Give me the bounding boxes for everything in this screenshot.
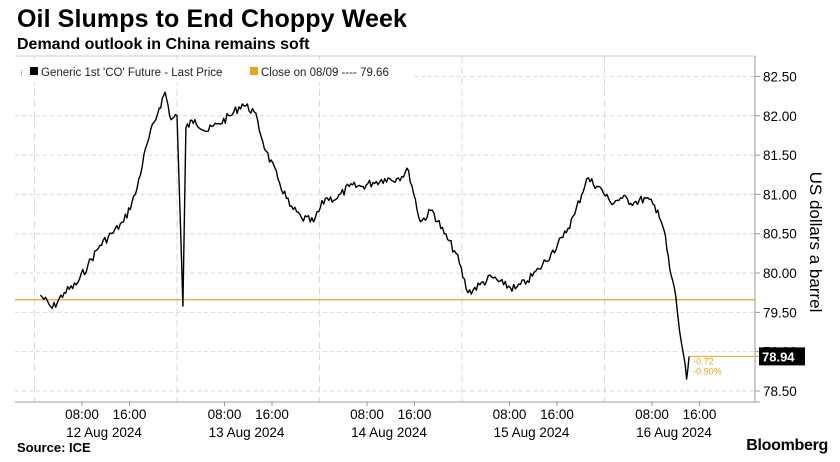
vertical-gridlines — [34, 56, 605, 402]
y-tick-label: 82.00 — [763, 109, 797, 124]
x-tick-label: 16:00 — [398, 407, 432, 422]
y-tick-label: 81.00 — [763, 187, 797, 202]
x-tick-label: 16:00 — [683, 407, 717, 422]
y-tick-label: 80.00 — [763, 266, 797, 281]
x-tick-label: 16:00 — [540, 407, 574, 422]
legend-swatch-close — [250, 67, 258, 75]
x-date-label: 12 Aug 2024 — [66, 425, 142, 440]
change-percent-label: -0.90% — [693, 366, 722, 376]
x-axis-ticks: 08:00 12 Aug 2024 16:00 08:00 13 Aug 2024 16:… — [65, 402, 716, 440]
legend-background — [15, 60, 415, 82]
x-tick-label: 08:00 — [65, 407, 99, 422]
y-tick-label: 81.50 — [763, 148, 797, 163]
brand-logo: Bloomberg — [746, 437, 828, 454]
legend-swatch-series — [30, 67, 38, 75]
change-absolute-label: -0.72 — [693, 356, 714, 366]
x-date-label: 15 Aug 2024 — [494, 425, 570, 440]
legend-label-close: Close on 08/09 ---- 79.66 — [261, 67, 389, 79]
legend-label-series: Generic 1st 'CO' Future - Last Price — [41, 67, 222, 79]
horizontal-gridlines — [15, 75, 755, 392]
y-axis-title: US dollars a barrel — [806, 172, 825, 313]
legend: ⁝ Generic 1st 'CO' Future - Last Price C… — [15, 60, 415, 82]
y-tick-label: 80.50 — [763, 227, 797, 242]
y-tick-label: 79.50 — [763, 305, 797, 320]
last-value-badge — [759, 347, 805, 366]
chart-title: Oil Slumps to End Choppy Week — [17, 5, 407, 33]
x-date-label: 14 Aug 2024 — [351, 425, 427, 440]
x-tick-label: 08:00 — [208, 407, 242, 422]
x-date-label: 16 Aug 2024 — [636, 425, 712, 440]
y-tick-label: 78.50 — [763, 384, 797, 399]
price-series-line — [39, 91, 690, 380]
x-tick-label: 16:00 — [255, 407, 289, 422]
source-note: Source: ICE — [17, 440, 91, 455]
y-tick-label: 82.50 — [763, 69, 797, 84]
x-date-label: 13 Aug 2024 — [209, 425, 285, 440]
last-value-label: 78.94 — [762, 349, 795, 364]
legend-handle-icon: ⁝ — [20, 68, 23, 78]
x-tick-label: 16:00 — [113, 407, 147, 422]
x-tick-label: 08:00 — [635, 407, 669, 422]
x-tick-label: 08:00 — [493, 407, 527, 422]
x-tick-label: 08:00 — [350, 407, 384, 422]
chart-subtitle: Demand outlook in China remains soft — [17, 36, 310, 53]
